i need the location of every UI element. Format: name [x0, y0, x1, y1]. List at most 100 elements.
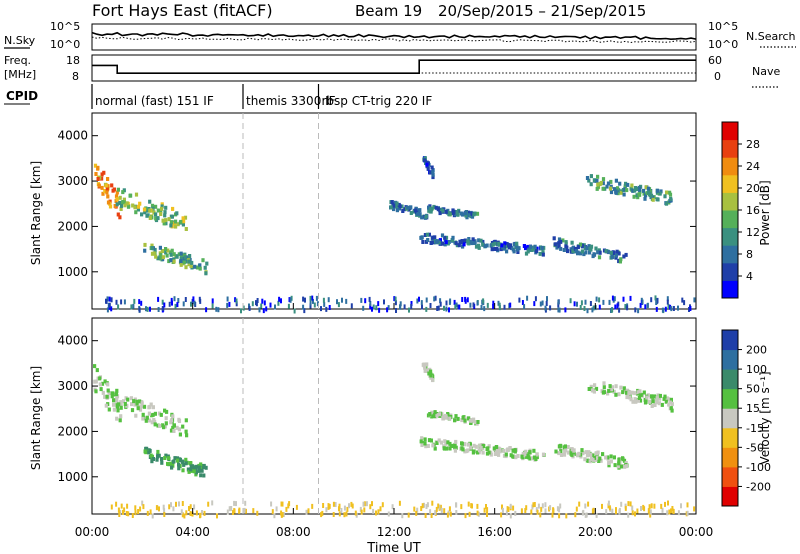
y-tick-label: 4000 — [57, 129, 88, 143]
echo-cell — [669, 304, 672, 310]
echo-cell — [245, 508, 247, 514]
echo-cell — [305, 509, 308, 515]
echo-cell — [468, 445, 473, 450]
echo-cell — [453, 442, 457, 447]
beam-label: Beam 19 — [355, 2, 422, 20]
echo-cell — [580, 300, 583, 306]
echo-cell — [439, 301, 442, 307]
echo-cell — [204, 271, 208, 276]
echo-cell — [199, 462, 203, 467]
echo-cell — [660, 402, 664, 407]
echo-cell — [375, 510, 377, 516]
echo-cell — [345, 298, 348, 304]
echo-cell — [590, 388, 594, 393]
echo-cell — [670, 408, 674, 413]
echo-cell — [168, 301, 171, 307]
echo-cell — [601, 177, 606, 182]
echo-cell — [119, 402, 123, 407]
echo-cell — [434, 239, 438, 244]
echo-cell — [642, 504, 645, 510]
echo-cell — [498, 449, 502, 454]
echo-cell — [101, 390, 105, 395]
echo-cell — [160, 460, 164, 465]
echo-cell — [495, 449, 500, 453]
echo-cell — [595, 178, 599, 183]
echo-cell — [459, 240, 463, 245]
echo-cell — [309, 303, 312, 309]
echo-cell — [549, 305, 552, 311]
echo-cell — [401, 513, 404, 519]
echo-cell — [475, 211, 480, 216]
echo-cell — [110, 504, 113, 510]
echo-cell — [119, 207, 123, 211]
freq-label-line1: Freq. — [4, 54, 31, 67]
echo-cell — [498, 305, 501, 311]
echo-cell — [115, 299, 118, 305]
echo-cell — [585, 246, 589, 251]
echo-cell — [557, 444, 561, 449]
echo-cell — [588, 459, 592, 464]
echo-cell — [116, 212, 120, 217]
echo-cell — [433, 446, 437, 451]
echo-cell — [184, 265, 188, 270]
echo-cell — [320, 512, 323, 518]
echo-cell — [500, 512, 503, 518]
echo-cell — [408, 307, 410, 313]
echo-cell — [262, 308, 265, 314]
echo-cell — [122, 200, 126, 205]
echo-cell — [107, 391, 111, 395]
echo-cell — [265, 306, 268, 312]
echo-cell — [421, 304, 423, 310]
echo-cell — [502, 453, 507, 458]
echo-cell — [576, 301, 578, 307]
echo-cell — [427, 208, 431, 213]
echo-cell — [138, 407, 143, 412]
echo-cell — [144, 418, 148, 423]
echo-cell — [154, 204, 158, 209]
echo-cell — [650, 404, 654, 408]
echo-cell — [190, 260, 194, 265]
echo-cell — [597, 459, 601, 463]
echo-cell — [559, 246, 563, 251]
echo-cell — [187, 467, 191, 472]
echo-cell — [149, 402, 153, 407]
velocity-colorbar-label: Velocity [m s⁻¹] — [758, 371, 772, 464]
echo-cell — [152, 251, 156, 256]
echo-cell — [525, 454, 529, 459]
echo-cell — [623, 464, 627, 469]
echo-cell — [635, 193, 639, 198]
echo-cell — [309, 300, 312, 306]
cpid-label: CPID — [6, 89, 38, 103]
echo-cell — [672, 508, 675, 514]
echo-cell — [430, 165, 434, 170]
echo-cell — [238, 507, 241, 513]
echo-cell — [470, 211, 474, 216]
echo-cell — [595, 296, 598, 302]
echo-cell — [427, 371, 431, 376]
x-tick-label: 16:00 — [477, 525, 512, 539]
echo-cell — [686, 510, 689, 516]
echo-cell — [395, 201, 399, 206]
echo-cell — [470, 241, 474, 246]
echo-cell — [508, 243, 512, 248]
echo-cell — [477, 238, 481, 243]
power-colorbar-label: Power [dB] — [758, 180, 772, 245]
echo-cell — [313, 302, 316, 308]
echo-cell — [169, 418, 174, 423]
echo-cell — [423, 233, 427, 237]
echo-cell — [215, 306, 218, 312]
echo-cell — [596, 174, 600, 179]
echo-cell — [481, 242, 485, 247]
echo-cell — [616, 303, 619, 309]
echo-cell — [478, 443, 482, 448]
echo-cell — [625, 394, 629, 399]
echo-cell — [601, 503, 603, 509]
echo-cell — [653, 403, 657, 407]
echo-cell — [170, 465, 174, 470]
echo-cell — [410, 301, 413, 306]
echo-cell — [617, 461, 621, 466]
echo-cell — [163, 302, 166, 308]
echo-cell — [115, 388, 119, 393]
echo-cell — [423, 368, 427, 373]
echo-cell — [570, 240, 574, 245]
